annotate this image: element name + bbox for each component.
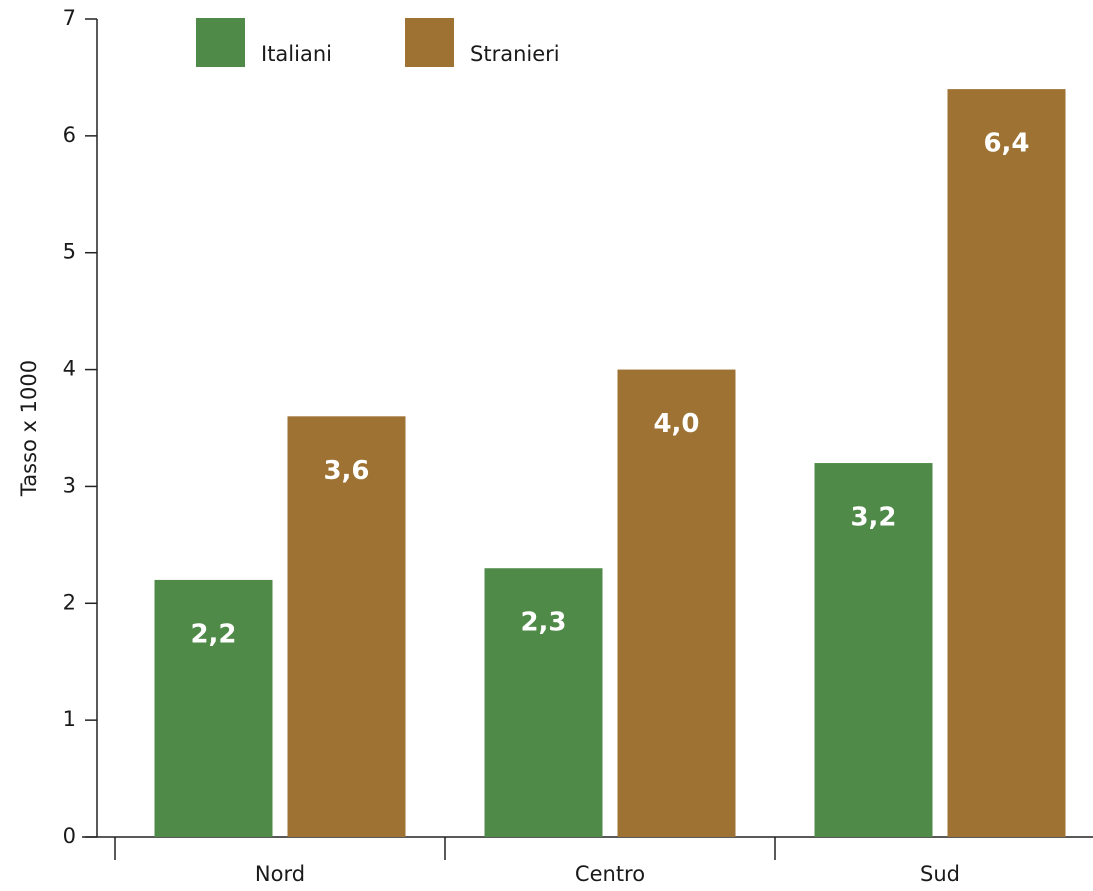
y-tick-label: 3 <box>63 473 76 497</box>
x-tick-label: Centro <box>575 862 645 886</box>
value-label: 6,4 <box>983 129 1029 159</box>
bar <box>484 568 603 837</box>
value-label: 3,2 <box>850 503 896 533</box>
value-label: 3,6 <box>323 456 369 486</box>
bar <box>287 416 406 837</box>
legend-swatch <box>405 18 454 67</box>
legend-label: Stranieri <box>470 42 560 66</box>
y-tick-label: 4 <box>63 357 76 381</box>
y-tick-label: 7 <box>63 6 76 30</box>
x-tick-label: Sud <box>920 862 960 886</box>
bar <box>814 463 933 837</box>
y-tick-label: 1 <box>63 707 76 731</box>
value-label: 2,3 <box>520 608 566 638</box>
y-tick-label: 6 <box>63 123 76 147</box>
bar <box>947 89 1066 838</box>
legend-swatch <box>196 18 245 67</box>
y-tick-label: 0 <box>63 824 76 848</box>
y-tick-label: 2 <box>63 590 76 614</box>
y-axis-label: Tasso x 1000 <box>17 360 41 497</box>
bar <box>154 579 273 837</box>
legend-label: Italiani <box>261 42 332 66</box>
x-tick-label: Nord <box>255 862 305 886</box>
y-tick-label: 5 <box>63 240 76 264</box>
value-label: 2,2 <box>190 619 236 649</box>
bar <box>617 369 736 837</box>
value-label: 4,0 <box>653 409 699 439</box>
